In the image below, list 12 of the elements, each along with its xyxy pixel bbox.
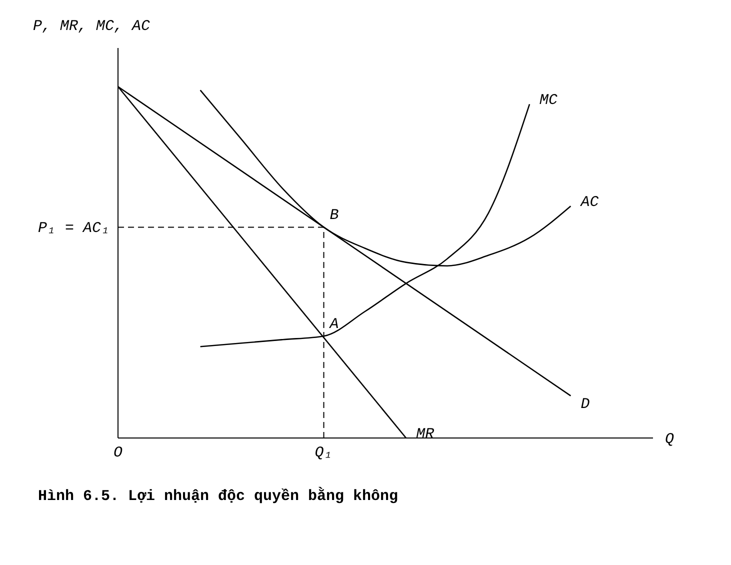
ref-line-label: P₁ = AC₁	[38, 220, 110, 238]
x-axis-title: Q	[665, 431, 674, 448]
series-label: MR	[416, 426, 434, 443]
x-tick-label: O	[113, 444, 123, 462]
series-label: D	[580, 396, 590, 413]
y-axis-title: P, MR, MC, AC	[33, 18, 150, 35]
x-tick-label: Q₁	[314, 444, 333, 462]
series-label: AC	[580, 194, 599, 212]
annotation: A	[328, 316, 339, 334]
text: Hình 6.5. Lợi nhuận độc quyền bằng không	[38, 488, 400, 505]
series-label: MC	[540, 92, 558, 110]
annotation: B	[330, 207, 339, 224]
